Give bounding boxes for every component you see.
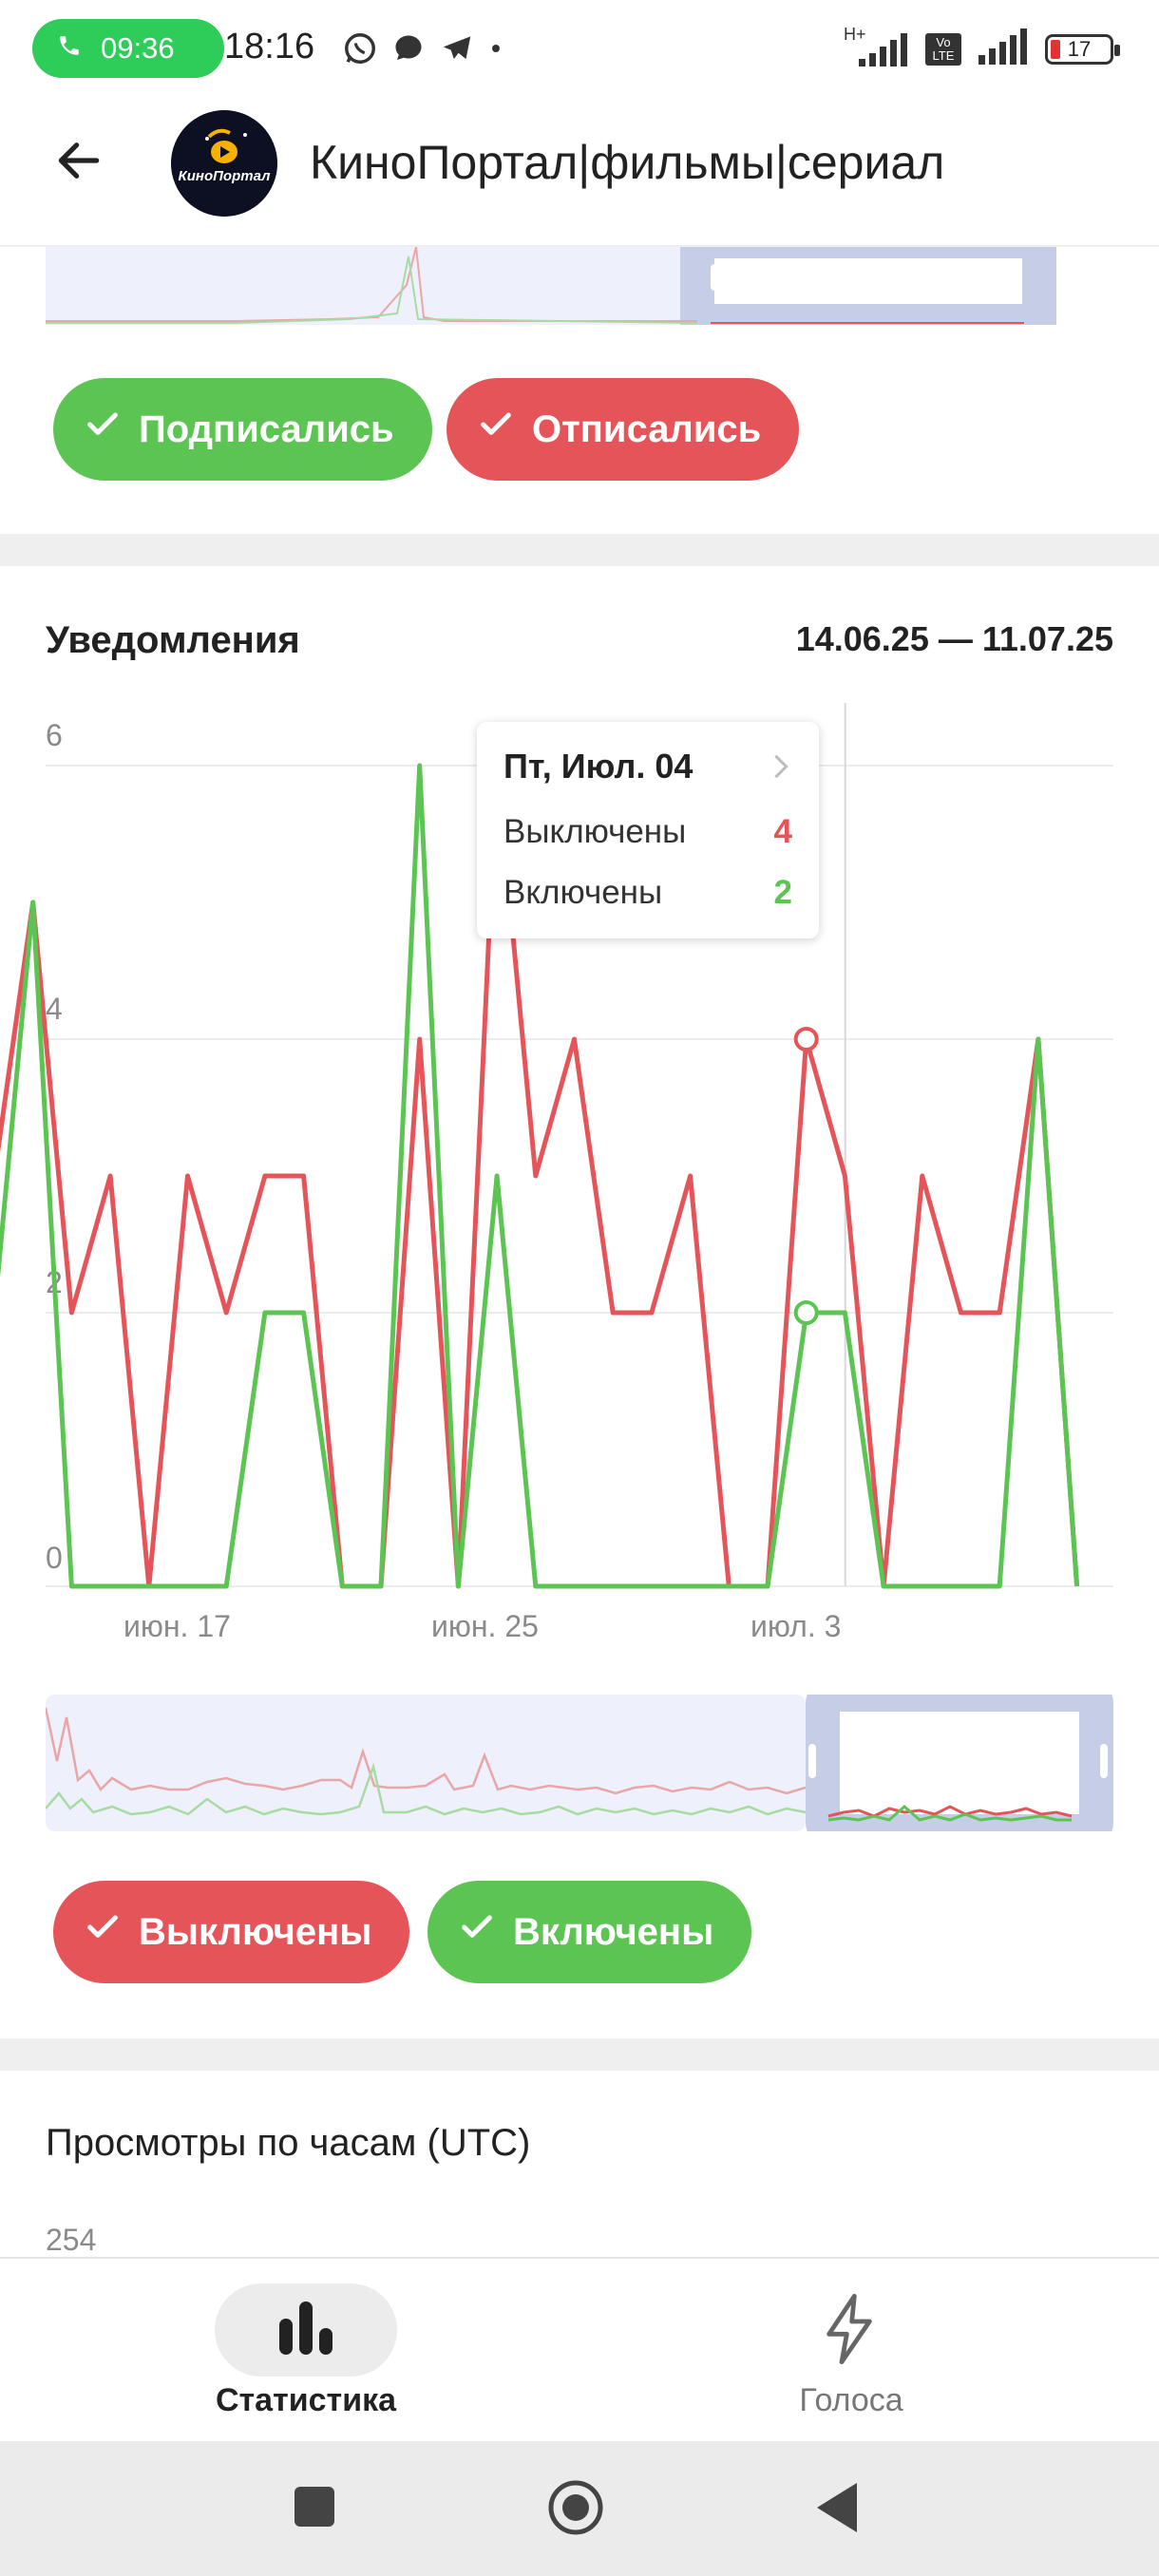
more-dot-icon [488,41,504,61]
filter-chip-label: Отписались [532,407,762,450]
tooltip-date: Пт, Июл. 04 [504,747,694,786]
date-range: 14.06.25 — 11.07.25 [795,619,1113,658]
subscribers-range-selector[interactable] [46,224,1113,338]
check-icon [84,406,122,453]
series-line-1 [0,763,1080,1589]
x-tick-label: июл. 3 [750,1609,842,1643]
filter-chip-unsubscribed[interactable]: Отписались [446,378,800,481]
section-divider [0,534,1159,566]
nav-label-statistics[interactable]: Статистика [215,2382,397,2418]
notification-icons [342,30,504,71]
tooltip-label-on: Включены [504,874,663,911]
selected-point-marker [793,1027,819,1051]
chat-bubble-icon [391,31,426,70]
recents-square-icon[interactable] [293,2485,336,2533]
y-tick-label: 4 [46,992,63,1026]
tooltip-value-off: 4 [773,813,792,850]
check-icon [458,1908,496,1956]
battery-icon: 17 [1045,33,1120,65]
y-tick-label: 254 [46,2223,97,2257]
clock: 18:16 [224,27,315,66]
filter-chip-label: Подписались [139,407,394,450]
y-tick-label: 6 [46,718,63,752]
filter-chip-label: Выключены [139,1910,372,1953]
chevron-right-icon [771,754,790,784]
notifications-range-selector[interactable] [44,1677,1113,1848]
filter-chip-enabled[interactable]: Включены [428,1881,752,1983]
filter-chip-subscribed[interactable]: Подписались [53,378,432,481]
nav-label-votes[interactable]: Голоса [799,2382,903,2418]
volte-icon: Vo LTE [925,32,961,66]
svg-text:КиноПортал: КиноПортал [179,168,272,184]
home-circle-icon[interactable] [547,2479,604,2541]
call-timer: 09:36 [101,31,175,65]
filter-chip-label: Включены [513,1910,714,1953]
signal-icon [977,28,1030,69]
series-line-0 [0,763,1080,1589]
views-by-hour-card: Просмотры по часам (UTC) 254 [0,2071,1159,2257]
x-tick-label: июн. 25 [431,1609,539,1643]
whatsapp-icon [342,30,378,71]
channel-title: КиноПортал|фильмы|сериал [310,136,945,189]
check-icon [84,1908,122,1956]
bar-chart-icon [272,2298,340,2363]
x-tick-label: июн. 17 [124,1609,231,1643]
status-bar: 09:36 18:16 H+ Vo LTE [0,0,1159,95]
section-title-views-by-hour: Просмотры по часам (UTC) [46,2122,531,2164]
telegram-icon [439,30,475,71]
channel-logo-icon: КиноПортал [171,110,277,217]
notifications-line-chart[interactable] [0,703,1159,1605]
tooltip-value-on: 2 [773,874,792,911]
y-tick-label: 0 [46,1541,63,1575]
selected-point-marker [793,1300,819,1325]
filter-chip-disabled[interactable]: Выключены [53,1881,410,1983]
system-indicators: H+ Vo LTE 17 [842,25,1120,69]
nav-item-statistics[interactable] [215,2283,397,2377]
section-divider [0,2038,1159,2071]
back-button[interactable] [46,129,112,196]
back-triangle-icon[interactable] [815,2481,859,2539]
app-bar: КиноПортал КиноПортал|фильмы|сериал [0,95,1159,247]
subscribers-card: Подписались Отписались [0,224,1159,534]
lightning-icon[interactable] [819,2291,880,2372]
check-icon [477,406,515,453]
chart-tooltip[interactable]: Пт, Июл. 04 Выключены 4 Включены 2 [477,722,819,938]
channel-avatar[interactable]: КиноПортал [171,110,277,217]
tooltip-label-off: Выключены [504,813,687,850]
system-navigation-bar [0,2441,1159,2576]
ongoing-call-pill[interactable]: 09:36 [32,19,224,78]
signal-hplus-icon: H+ [842,25,910,68]
section-title-notifications: Уведомления [46,619,300,661]
bottom-navigation: Статистика Голоса [0,2257,1159,2443]
phone-icon [57,31,82,66]
arrow-left-icon [52,134,105,192]
